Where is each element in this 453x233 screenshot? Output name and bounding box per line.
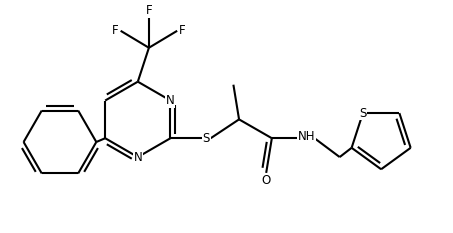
Text: N: N xyxy=(166,94,175,107)
Text: F: F xyxy=(145,4,152,17)
Text: N: N xyxy=(134,151,142,164)
Text: F: F xyxy=(179,24,186,37)
Text: NH: NH xyxy=(298,130,315,143)
Text: S: S xyxy=(202,132,210,145)
Text: F: F xyxy=(112,24,119,37)
Text: O: O xyxy=(261,174,271,187)
Text: S: S xyxy=(359,107,366,120)
